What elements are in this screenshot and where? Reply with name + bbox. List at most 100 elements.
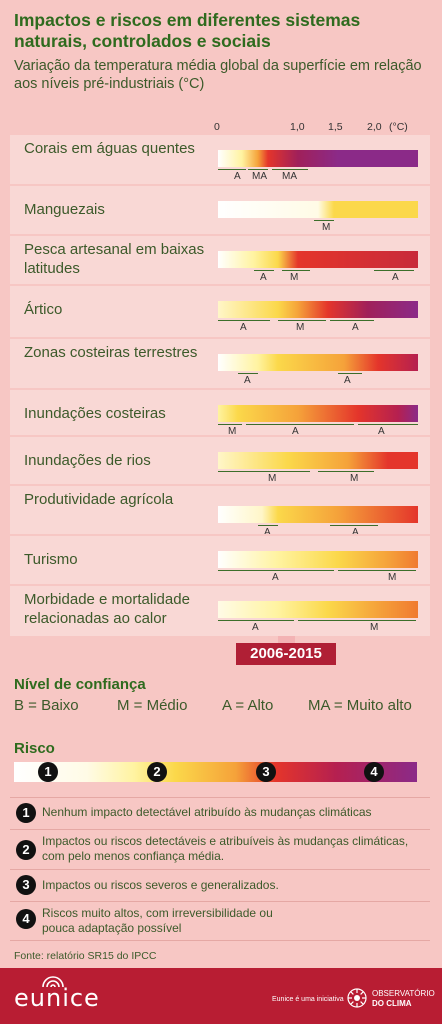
observatorio-logo[interactable]: OBSERVATÓRIO DO CLIMA bbox=[372, 989, 435, 1009]
confidence-level-label: MA bbox=[282, 171, 297, 182]
risk-description: 4 Riscos muito altos, com irreversibilid… bbox=[10, 901, 430, 941]
confidence-level-label: A bbox=[234, 171, 241, 182]
confidence-range-line bbox=[238, 373, 258, 374]
risk-level-marker: 4 bbox=[364, 762, 384, 782]
source-note: Fonte: relatório SR15 do IPCC bbox=[14, 950, 157, 962]
confidence-level-label: A bbox=[244, 375, 251, 386]
confidence-level-label: M bbox=[322, 222, 331, 233]
confidence-range-line bbox=[358, 424, 418, 425]
confidence-range-line bbox=[258, 525, 278, 526]
risk-gradient-bar bbox=[218, 150, 418, 167]
risk-gradient-bar bbox=[218, 506, 418, 523]
confidence-level-label: MA bbox=[252, 171, 267, 182]
confidence-level-label: A bbox=[392, 272, 399, 283]
risk-level-marker: 3 bbox=[256, 762, 276, 782]
risk-scale-bar: 1 2 3 4 bbox=[14, 762, 417, 782]
confidence-range-line bbox=[338, 373, 362, 374]
confidence-level-label: A bbox=[272, 572, 279, 583]
confidence-range-line bbox=[218, 620, 294, 621]
axis-tick: 1,0 bbox=[290, 121, 305, 133]
impact-row-label: Inundações de rios bbox=[24, 452, 151, 469]
impact-row: Morbidade e mortalidade relacionadas ao … bbox=[10, 584, 430, 636]
impact-row-label: Morbidade e mortalidade relacionadas ao … bbox=[24, 591, 190, 627]
confidence-level-label: A bbox=[292, 426, 299, 437]
confidence-level-label: M bbox=[370, 622, 379, 633]
impact-row: Inundações costeiras M A A bbox=[10, 388, 430, 437]
period-label: 2006-2015 bbox=[236, 643, 336, 665]
impact-row: Inundações de rios M M bbox=[10, 435, 430, 484]
impact-row: Corais em águas quentes A MA MA bbox=[10, 133, 430, 184]
risk-description: 2 Impactos ou riscos detectáveis e atrib… bbox=[10, 829, 430, 869]
confidence-range-line bbox=[374, 270, 414, 271]
confidence-item: MA = Muito alto bbox=[308, 697, 412, 714]
confidence-range-line bbox=[318, 471, 374, 472]
confidence-range-line bbox=[338, 570, 416, 571]
impact-row: Zonas costeiras terrestres A A bbox=[10, 337, 430, 388]
impact-row: Ártico A M A bbox=[10, 284, 430, 337]
footer: eunice Eunice é uma iniciativa OBSERVATÓ… bbox=[0, 968, 442, 1024]
confidence-range-line bbox=[278, 320, 326, 321]
observatorio-logo-icon bbox=[347, 988, 367, 1008]
axis-tick: (°C) bbox=[389, 121, 408, 133]
confidence-level-label: A bbox=[240, 322, 247, 333]
confidence-level-label: M bbox=[268, 473, 277, 484]
org-line: DO CLIMA bbox=[372, 999, 412, 1008]
risk-gradient-bar bbox=[218, 601, 418, 618]
axis-tick: 2,0 bbox=[367, 121, 382, 133]
risk-level-text: Impactos ou riscos detectáveis e atribuí… bbox=[42, 834, 409, 863]
confidence-range-line bbox=[218, 570, 334, 571]
risk-level-marker: 1 bbox=[38, 762, 58, 782]
confidence-range-line bbox=[218, 320, 270, 321]
confidence-range-line bbox=[218, 424, 242, 425]
confidence-range-line bbox=[246, 424, 354, 425]
confidence-level-label: M bbox=[296, 322, 305, 333]
risk-level-text: Nenhum impacto detectável atribuído às m… bbox=[42, 805, 372, 819]
confidence-range-line bbox=[272, 169, 308, 170]
impact-row: Turismo A M bbox=[10, 534, 430, 584]
impact-row: Produtividade agrícola A A bbox=[10, 484, 430, 538]
confidence-level-label: A bbox=[352, 527, 359, 538]
confidence-level-label: A bbox=[378, 426, 385, 437]
confidence-level-label: M bbox=[290, 272, 299, 283]
impact-row-label: Zonas costeiras terrestres bbox=[24, 344, 198, 361]
confidence-level-label: A bbox=[260, 272, 267, 283]
org-line: OBSERVATÓRIO bbox=[372, 989, 435, 998]
impact-row-label: Turismo bbox=[24, 551, 78, 568]
risk-level-text: Impactos ou riscos severos e generalizad… bbox=[42, 878, 279, 892]
axis-tick: 0 bbox=[214, 121, 220, 133]
axis-tick: 1,5 bbox=[328, 121, 343, 133]
confidence-item: M = Médio bbox=[117, 697, 188, 714]
confidence-level-label: A bbox=[252, 622, 259, 633]
risk-gradient-bar bbox=[218, 452, 418, 469]
confidence-range-line bbox=[254, 270, 274, 271]
impact-row: Manguezais M bbox=[10, 184, 430, 234]
impact-row-label: Pesca artesanal em baixas latitudes bbox=[24, 241, 205, 277]
risk-level-number: 2 bbox=[16, 840, 36, 860]
risk-level-number: 3 bbox=[16, 875, 36, 895]
confidence-range-line bbox=[330, 320, 374, 321]
impact-row: Pesca artesanal em baixas latitudes A M A bbox=[10, 234, 430, 284]
logo-arc-icon bbox=[42, 976, 64, 988]
confidence-range-line bbox=[330, 525, 378, 526]
impact-row-label: Inundações costeiras bbox=[24, 405, 166, 422]
confidence-range-line bbox=[218, 169, 246, 170]
risk-gradient-bar bbox=[218, 354, 418, 371]
risk-level-text: Riscos muito altos, com irreversibilidad… bbox=[42, 906, 273, 935]
confidence-level-label: A bbox=[344, 375, 351, 386]
initiative-text: Eunice é uma iniciativa bbox=[272, 996, 344, 1003]
confidence-lines: A MA MA bbox=[218, 168, 418, 184]
confidence-item: A = Alto bbox=[222, 697, 274, 714]
confidence-title: Nível de confiança bbox=[14, 676, 146, 693]
risk-description: 1 Nenhum impacto detectável atribuído às… bbox=[10, 797, 430, 829]
impact-row-label: Corais em águas quentes bbox=[24, 140, 195, 157]
confidence-level-label: A bbox=[264, 527, 271, 538]
eunice-logo[interactable]: eunice bbox=[14, 984, 100, 1012]
page-subtitle: Variação da temperatura média global da … bbox=[14, 58, 422, 92]
risk-level-number: 4 bbox=[16, 909, 36, 929]
